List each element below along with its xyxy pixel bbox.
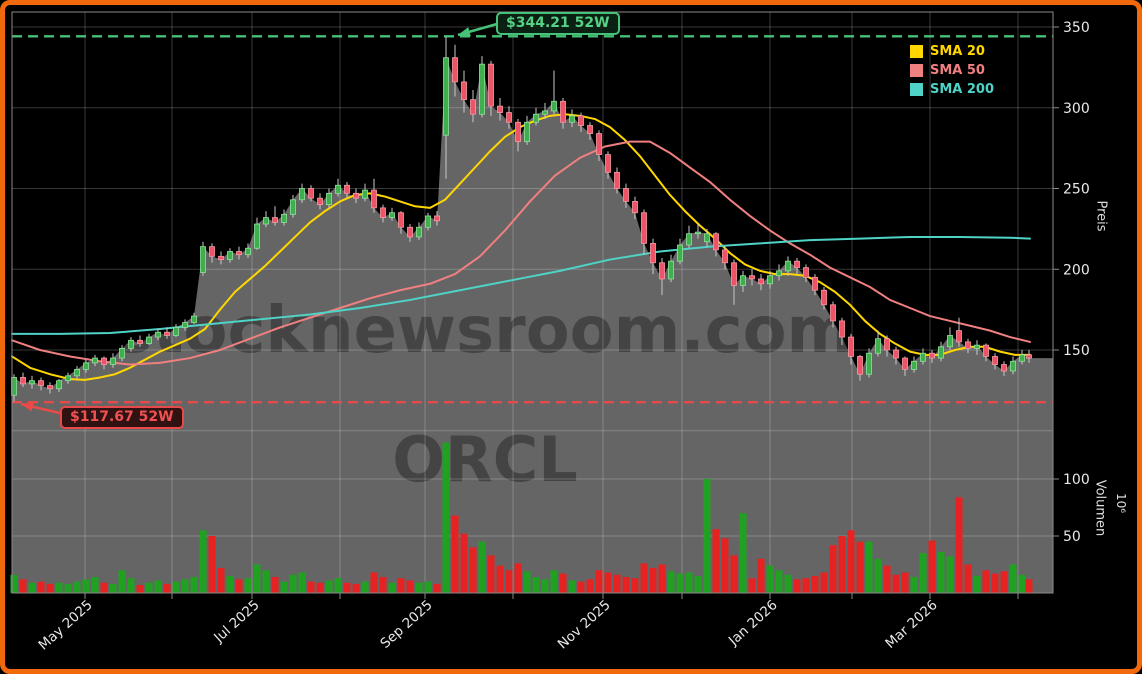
volume-bars: [10, 442, 1033, 593]
month-tick-label: May 2025: [36, 597, 96, 653]
legend-label: SMA 20: [930, 44, 985, 59]
price-tick-label: 350: [1063, 20, 1090, 36]
sma50-swatch-icon: [910, 64, 923, 77]
price-tick-label: 300: [1063, 101, 1090, 117]
price-tick-label: 200: [1063, 262, 1090, 278]
high-52w-annotation: $344.21 52W: [496, 12, 620, 35]
52w-lines: [12, 35, 1053, 404]
legend-label: SMA 50: [930, 63, 985, 78]
price-axis-title: Preis: [1093, 200, 1109, 232]
watermarks: stocknewsroom.com ORCL: [115, 294, 853, 496]
sma20-swatch-icon: [910, 45, 923, 58]
volume-tick-label: 100: [1063, 472, 1090, 488]
sma-1: [11, 140, 1031, 366]
month-tick-label: Jul 2025: [210, 597, 262, 646]
brand-watermark: stocknewsroom.com: [115, 294, 853, 368]
sma200-swatch-icon: [910, 83, 923, 96]
low-52w-annotation: $117.67 52W: [60, 406, 184, 429]
volume-axis-exponent: 10⁶: [1114, 492, 1128, 514]
month-tick-label: Nov 2025: [555, 597, 614, 652]
volume-tick-label: 50: [1063, 529, 1081, 545]
legend-item-sma200: SMA 200: [910, 82, 994, 97]
price-tick-label: 250: [1063, 182, 1090, 198]
high-arrow: [457, 22, 498, 37]
candles: [11, 36, 1032, 402]
month-tick-label: Sep 2025: [377, 597, 435, 652]
close-area-fill: [12, 57, 1053, 594]
month-tick-label: Jan 2026: [725, 597, 781, 649]
legend-label: SMA 200: [930, 82, 995, 97]
month-tick-label: Mar 2026: [882, 597, 940, 652]
sma-line-sma50: [11, 140, 1031, 366]
price-tick-label: 150: [1063, 343, 1090, 359]
volume-axis-title: Volumen: [1092, 479, 1108, 537]
sma-legend: SMA 20 SMA 50 SMA 200: [910, 44, 994, 97]
legend-item-sma50: SMA 50: [910, 63, 994, 78]
area-fill: [12, 57, 1053, 594]
legend-item-sma20: SMA 20: [910, 44, 994, 59]
symbol-watermark: ORCL: [392, 423, 577, 496]
low-arrow: [20, 402, 65, 416]
